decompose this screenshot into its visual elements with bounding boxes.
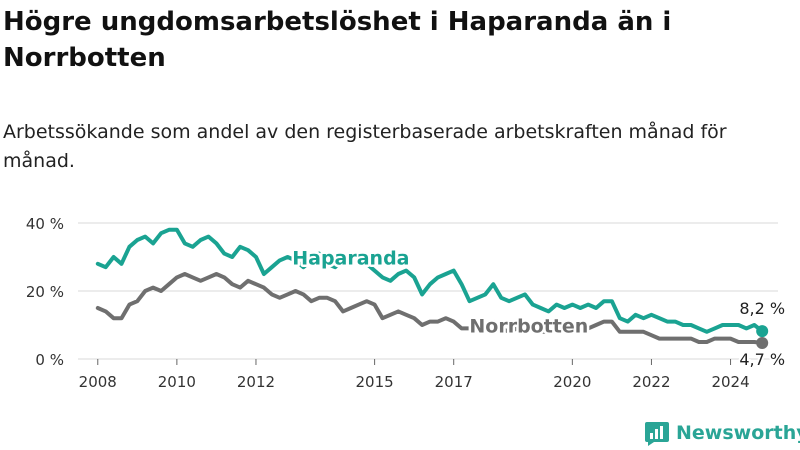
y-tick-label: 20 %: [26, 283, 64, 301]
series-label-norrbotten: Norrbotten: [469, 316, 588, 338]
x-tick-label: 2015: [356, 373, 394, 391]
brand-name: Newsworthy: [676, 422, 800, 444]
x-tick-label: 2024: [711, 373, 749, 391]
series-end-label-norrbotten: 4,7 %: [739, 350, 785, 369]
x-tick-label: 2012: [237, 373, 275, 391]
series-end-label-haparanda: 8,2 %: [739, 299, 785, 318]
chart-subtitle: Arbetssökande som andel av den registerb…: [3, 121, 727, 172]
series-end-point-norrbotten: [756, 337, 769, 350]
series-label-haparanda: Haparanda: [292, 248, 409, 270]
chart-title: Högre ungdomsarbetslöshet i Haparanda än…: [3, 7, 672, 73]
series-line-haparanda: [95, 227, 765, 334]
x-tick-label: 2022: [632, 373, 670, 391]
series-line-norrbotten: [95, 272, 765, 345]
y-tick-label: 40 %: [26, 215, 64, 233]
y-tick-label: 0 %: [35, 351, 64, 369]
x-tick-label: 2010: [158, 373, 196, 391]
bar-chart-logo-icon: [645, 422, 669, 446]
newsworthy-logo[interactable]: Newsworthy: [644, 419, 800, 447]
x-tick-label: 2017: [435, 373, 473, 391]
x-tick-label: 2008: [79, 373, 117, 391]
series-end-point-haparanda: [756, 325, 769, 338]
line-chart: 0 % 20 % 40 % 2008 2010 2012 2015 2017 2020 2022 2…: [26, 215, 787, 391]
x-tick-label: 2020: [553, 373, 591, 391]
